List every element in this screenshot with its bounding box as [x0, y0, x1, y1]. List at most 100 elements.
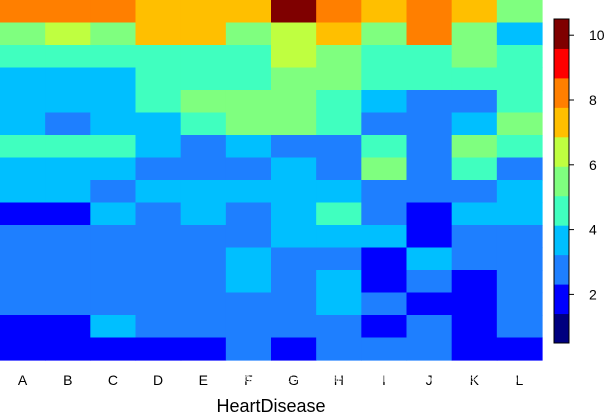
color-legend-ticks: 2 4 6 8 10	[569, 27, 605, 302]
heatmap-cell	[0, 157, 46, 181]
color-legend-swatch	[554, 77, 569, 108]
heatmap-cell	[451, 270, 498, 294]
heatmap-cell	[271, 337, 317, 361]
heatmap-cell	[45, 22, 91, 46]
heatmap-cell	[225, 157, 272, 181]
heatmap-cell	[135, 292, 182, 316]
heatmap-cell	[225, 180, 272, 204]
x-tick-label: I	[382, 372, 386, 388]
heatmap-cell	[271, 90, 317, 114]
heatmap-cell	[361, 157, 408, 181]
x-tick-label: D	[153, 372, 163, 388]
heatmap-cell	[90, 225, 137, 249]
heatmap-cell	[316, 112, 362, 136]
color-legend-swatch	[554, 48, 569, 79]
heatmap-cell	[225, 292, 272, 316]
heatmap-cell	[45, 157, 91, 181]
heatmap-cell	[0, 180, 46, 204]
heatmap-cell	[180, 22, 227, 46]
heatmap-cell	[316, 202, 362, 226]
heatmap-cell	[361, 292, 408, 316]
heatmap-cell	[0, 247, 46, 271]
heatmap-cell	[361, 337, 408, 361]
heatmap-cell	[361, 67, 408, 91]
heatmap-cell	[496, 112, 543, 136]
heatmap-cell	[316, 247, 362, 271]
heatmap-cell	[361, 22, 408, 46]
heatmap-cell	[406, 135, 453, 159]
watermark-line-1: On the Evaluation of Unsupervised Outlie…	[244, 362, 524, 372]
heatmap-cell	[316, 22, 362, 46]
heatmap-cell	[496, 67, 543, 91]
heatmap-cell	[90, 112, 137, 136]
heatmap-cell	[45, 202, 91, 226]
color-legend-swatch	[554, 225, 569, 256]
heatmap-cell	[135, 270, 182, 294]
heatmap-cell	[225, 0, 272, 24]
heatmap-cell	[271, 112, 317, 136]
heatmap-cell	[451, 337, 498, 361]
heatmap-cell	[90, 315, 137, 339]
heatmap-cell	[45, 0, 91, 24]
heatmap-cell	[451, 315, 498, 339]
heatmap-cell	[316, 0, 362, 24]
heatmap-cell	[225, 247, 272, 271]
heatmap-cell	[316, 45, 362, 69]
color-legend	[553, 18, 570, 344]
heatmap-cell	[406, 0, 453, 24]
heatmap-cell	[225, 22, 272, 46]
heatmap-cell	[361, 90, 408, 114]
heatmap-cell	[271, 135, 317, 159]
heatmap-cell	[406, 45, 453, 69]
heatmap-cell	[90, 45, 137, 69]
heatmap-cell	[180, 157, 227, 181]
heatmap-cell	[180, 247, 227, 271]
heatmap-cell	[90, 157, 137, 181]
heatmap-cell	[180, 180, 227, 204]
x-tick-label: C	[108, 372, 118, 388]
heatmap-cell	[451, 135, 498, 159]
heatmap-cell	[45, 45, 91, 69]
heatmap-cell	[451, 202, 498, 226]
color-legend-swatch	[554, 136, 569, 167]
heatmap-cell	[45, 225, 91, 249]
heatmap-cell	[90, 67, 137, 91]
heatmap-cell	[90, 247, 137, 271]
heatmap-cell	[90, 202, 137, 226]
heatmap-cell	[316, 225, 362, 249]
heatmap-cell	[496, 247, 543, 271]
heatmap-cell	[316, 157, 362, 181]
heatmap-cell	[451, 45, 498, 69]
heatmap-cell	[271, 247, 317, 271]
heatmap-cell	[180, 292, 227, 316]
heatmap-cell	[90, 90, 137, 114]
heatmap-cell	[135, 22, 182, 46]
heatmap-cell	[225, 202, 272, 226]
heatmap-cell	[180, 270, 227, 294]
x-tick-label: F	[244, 372, 253, 388]
heatmap-cell	[135, 202, 182, 226]
heatmap-cell	[135, 90, 182, 114]
heatmap-cell	[496, 45, 543, 69]
x-tick-label: L	[516, 372, 524, 388]
color-legend-tick-label: 6	[589, 157, 597, 173]
color-legend-swatch	[554, 195, 569, 226]
heatmap-cell	[316, 180, 362, 204]
heatmap-cell	[45, 67, 91, 91]
color-legend-tick-label: 8	[589, 92, 597, 108]
heatmap-cell	[271, 45, 317, 69]
heatmap-cell	[225, 337, 272, 361]
color-legend-tick-label: 4	[589, 222, 597, 238]
color-legend-tick-label: 10	[589, 27, 605, 43]
heatmap-cell	[0, 225, 46, 249]
heatmap-cell	[451, 0, 498, 24]
heatmap-cell	[135, 112, 182, 136]
heatmap-cell	[451, 67, 498, 91]
heatmap-cell	[225, 315, 272, 339]
color-legend-swatch	[554, 254, 569, 285]
heatmap-cell	[361, 247, 408, 271]
color-legend-border	[553, 18, 570, 344]
heatmap-cell	[496, 225, 543, 249]
heatmap-cell	[90, 270, 137, 294]
heatmap-cell	[180, 90, 227, 114]
